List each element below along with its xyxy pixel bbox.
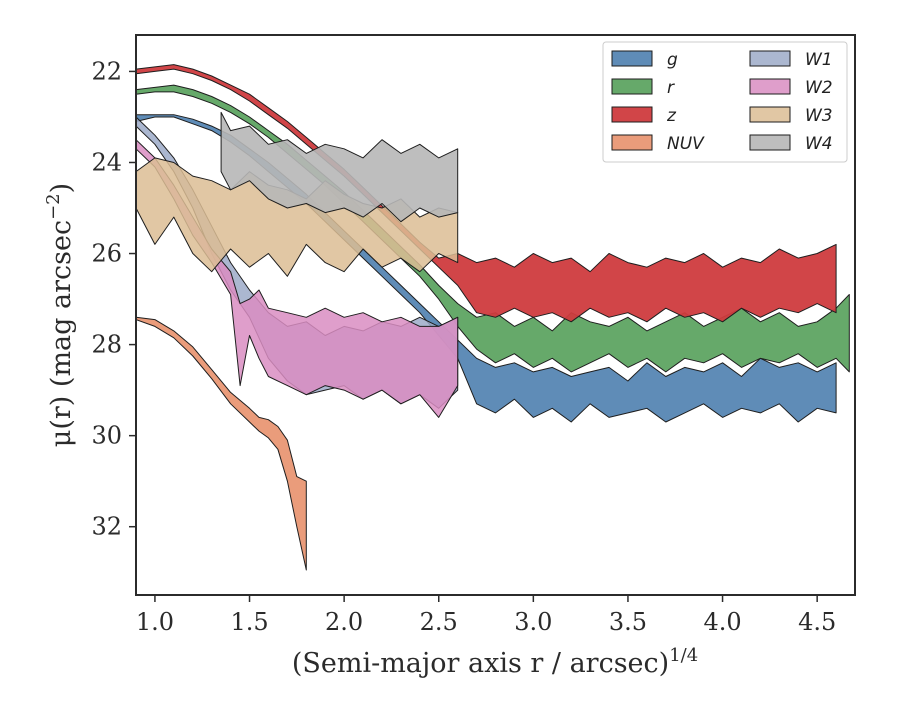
legend-swatch-r	[611, 78, 653, 95]
legend-swatch-w1	[749, 50, 791, 67]
legend-label-w4: W4	[805, 134, 833, 154]
series-band-nuv	[136, 316, 307, 571]
legend-swatch-z	[611, 106, 653, 123]
x-tick-label: 4.5	[798, 608, 836, 636]
x-axis-title: (Semi-major axis r / arcsec)1/4	[292, 645, 698, 679]
x-tick-label: 3.5	[609, 608, 647, 636]
series-layer	[136, 64, 850, 571]
legend-label-nuv: NUV	[667, 134, 705, 154]
y-axis-title-text: μ(r) (mag arcsec	[46, 220, 77, 447]
legend-label-w2: W2	[805, 78, 833, 98]
y-tick-label: 28	[91, 331, 122, 359]
y-tick-label: 32	[91, 513, 122, 541]
legend-label-r: r	[667, 78, 675, 98]
legend-label-z: z	[666, 106, 677, 126]
legend-swatch-nuv	[611, 134, 653, 151]
legend-swatch-w2	[749, 78, 791, 95]
legend-box	[602, 41, 848, 163]
x-tick-label: 2.0	[325, 608, 363, 636]
y-tick-label: 22	[91, 57, 122, 85]
legend-swatch-g	[611, 50, 653, 67]
series-band-w4	[220, 111, 459, 223]
plot-frame	[135, 34, 856, 596]
legend: grz NUV W1 W2 W3 W4	[602, 41, 848, 163]
series-band-w2	[136, 139, 459, 418]
x-tick-label: 1.5	[230, 608, 268, 636]
y-tick-label: 26	[91, 240, 122, 268]
y-axis-title-superscript: −2	[43, 193, 64, 220]
y-axis-title: μ(r) (mag arcsec−2)	[43, 183, 77, 447]
legend-label-w3: W3	[805, 106, 833, 126]
legend-swatch-w4	[749, 134, 791, 151]
y-axis: 22 24 26 28 30 32	[91, 57, 136, 541]
y-tick-label: 30	[91, 422, 122, 450]
x-tick-label: 1.0	[136, 608, 174, 636]
x-tick-label: 4.0	[703, 608, 741, 636]
legend-swatch-w3	[749, 106, 791, 123]
legend-label-g: g	[667, 50, 678, 70]
x-axis-title-superscript: 1/4	[669, 645, 698, 666]
x-tick-label: 2.5	[420, 608, 458, 636]
legend-label-w1: W1	[805, 50, 833, 70]
y-axis-title-close: )	[46, 183, 77, 194]
x-axis: 1.0 1.5 2.0 2.5 3.0 3.5 4.0 4.5	[136, 595, 836, 636]
x-axis-title-text: (Semi-major axis r / arcsec)	[292, 648, 669, 679]
x-tick-label: 3.0	[514, 608, 552, 636]
y-tick-label: 24	[91, 148, 122, 176]
